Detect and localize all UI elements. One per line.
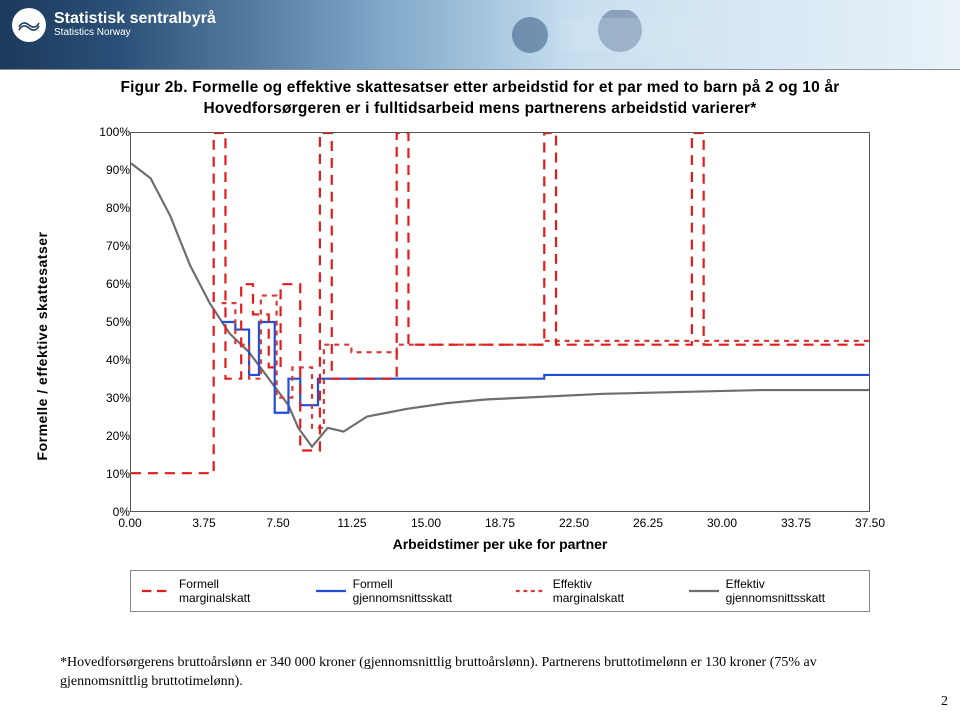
y-tick-label: 40% xyxy=(90,353,130,367)
y-tick-label: 90% xyxy=(90,163,130,177)
legend-item: Formell marginalskatt xyxy=(141,577,287,605)
legend-item: Effektiv marginalskatt xyxy=(515,577,660,605)
chart-area: Formelle / effektive skattesatser 0%10%2… xyxy=(70,126,890,566)
y-tick-label: 80% xyxy=(90,201,130,215)
logo: Statistisk sentralbyrå Statistics Norway xyxy=(12,8,216,42)
y-tick-label: 20% xyxy=(90,429,130,443)
page-content: Figur 2b. Formelle og effektive skattesa… xyxy=(70,78,890,612)
header-banner: Statistisk sentralbyrå Statistics Norway xyxy=(0,0,960,70)
y-tick-label: 30% xyxy=(90,391,130,405)
chart-title: Figur 2b. Formelle og effektive skattesa… xyxy=(70,78,890,120)
y-ticks: 0%10%20%30%40%50%60%70%80%90%100% xyxy=(90,126,130,518)
y-tick-label: 60% xyxy=(90,277,130,291)
x-axis-label: Arbeidstimer per uke for partner xyxy=(130,536,870,552)
logo-text-line2: Statistics Norway xyxy=(54,28,216,39)
legend-swatch xyxy=(515,585,547,597)
x-tick-label: 33.75 xyxy=(781,516,811,530)
plot-svg xyxy=(131,133,869,511)
legend-swatch xyxy=(141,585,173,597)
legend-label: Effektiv marginalskatt xyxy=(553,577,660,605)
x-tick-label: 18.75 xyxy=(485,516,515,530)
plot-frame xyxy=(130,132,870,512)
legend: Formell marginalskatt Formell gjennomsnit… xyxy=(130,570,870,612)
y-axis-label: Formelle / effektive skattesatser xyxy=(34,231,50,460)
wave-icon xyxy=(18,18,40,32)
y-tick-label: 10% xyxy=(90,467,130,481)
y-tick-label: 70% xyxy=(90,239,130,253)
x-tick-label: 3.75 xyxy=(192,516,215,530)
x-tick-label: 11.25 xyxy=(337,516,366,530)
banner-decoration xyxy=(500,10,760,60)
legend-swatch xyxy=(688,585,720,597)
logo-mark xyxy=(12,8,46,42)
x-tick-label: 37.50 xyxy=(855,516,885,530)
x-tick-label: 30.00 xyxy=(707,516,737,530)
footnote: *Hovedforsørgerens bruttoårslønn er 340 … xyxy=(60,654,900,692)
x-tick-label: 0.00 xyxy=(118,516,141,530)
legend-label: Formell marginalskatt xyxy=(179,577,287,605)
chart-title-line1: Figur 2b. Formelle og effektive skattesa… xyxy=(70,78,890,99)
legend-swatch xyxy=(315,585,347,597)
logo-text-line1: Statistisk sentralbyrå xyxy=(54,11,216,28)
legend-label: Formell gjennomsnittsskatt xyxy=(353,577,487,605)
page-number: 2 xyxy=(941,694,948,710)
x-tick-label: 15.00 xyxy=(411,516,441,530)
legend-item: Effektiv gjennomsnittsskatt xyxy=(688,577,859,605)
x-tick-label: 22.50 xyxy=(559,516,589,530)
x-tick-label: 26.25 xyxy=(633,516,663,530)
legend-item: Formell gjennomsnittsskatt xyxy=(315,577,487,605)
chart-title-line2: Hovedforsørgeren er i fulltidsarbeid men… xyxy=(70,99,890,120)
legend-label: Effektiv gjennomsnittsskatt xyxy=(726,577,859,605)
y-tick-label: 50% xyxy=(90,315,130,329)
x-tick-label: 7.50 xyxy=(266,516,289,530)
y-tick-label: 100% xyxy=(90,125,130,139)
